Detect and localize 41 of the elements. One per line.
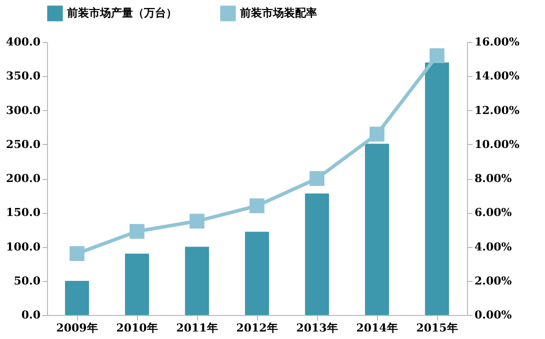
x-tick-label: 2015年: [416, 322, 458, 334]
bar: [305, 194, 329, 315]
y2-tick-label: 16.00%: [474, 36, 520, 48]
x-tick-label: 2012年: [236, 322, 278, 334]
point: [250, 198, 264, 214]
bar: [65, 280, 89, 315]
y2-tick-label: 4.00%: [474, 240, 512, 254]
y-tick-label: 150.0: [6, 206, 41, 220]
point: [130, 224, 144, 239]
y-tick-label: 50.0: [14, 274, 41, 288]
legend-label: 前装市场产量（万台）: [66, 6, 177, 20]
point: [370, 126, 384, 142]
y-tick-label: 0.0: [21, 308, 41, 322]
x-tick-label: 2014年: [356, 322, 398, 334]
y2-tick-label: 0.00%: [474, 308, 512, 322]
y-tick-label: 350.0: [6, 70, 41, 83]
point: [310, 171, 324, 186]
x-tick-label: 2011年: [176, 322, 218, 334]
bar: [365, 144, 389, 315]
y-tick-label: 100.0: [6, 240, 41, 254]
y2-tick-label: 12.00%: [474, 104, 520, 117]
y2-tick-label: 14.00%: [474, 70, 520, 83]
y-tick-label: 300.0: [6, 104, 41, 117]
x-tick-label: 2013年: [296, 322, 338, 334]
bar: [425, 62, 449, 315]
legend-label: 前装市场装配率: [239, 6, 317, 20]
bar: [125, 254, 149, 315]
y2-tick-label: 8.00%: [474, 172, 512, 185]
y-tick-label: 200.0: [6, 172, 41, 185]
y2-tick-label: 6.00%: [474, 206, 512, 220]
y-tick-label: 250.0: [6, 138, 41, 151]
y-tick-label: 400.0: [6, 36, 41, 48]
y2-tick-label: 2.00%: [474, 274, 512, 288]
bar: [185, 246, 209, 315]
y2-tick-label: 10.00%: [474, 138, 520, 151]
bar: [245, 232, 269, 315]
x-tick-label: 2010年: [116, 322, 158, 334]
point: [190, 214, 204, 229]
point: [430, 48, 444, 64]
point: [70, 246, 84, 261]
x-tick-label: 2009年: [56, 322, 98, 334]
